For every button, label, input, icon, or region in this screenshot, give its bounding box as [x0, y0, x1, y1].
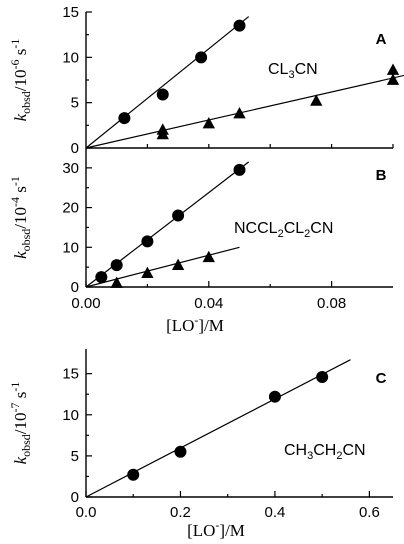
y-axis-title: kobsd/10-6 s-1 [8, 39, 33, 122]
panel-c: 0 5 10 15 0.0 0.2 0.4 0.6 C [62, 349, 393, 521]
y-tick-label: 10 [62, 407, 79, 424]
x-tick-label: 0.2 [170, 504, 191, 521]
fit-line-circle [85, 16, 250, 149]
panel-a: 0 5 10 15 A [62, 4, 404, 157]
y-tick-label: 10 [62, 49, 79, 66]
x-tick-label: 0.04 [194, 295, 223, 312]
data-point-triangle [386, 73, 400, 85]
data-point-circle [233, 163, 246, 176]
data-point-triangle [156, 123, 169, 135]
y-axis-title: kobsd/10-7 s-1 [8, 382, 33, 465]
x-axis-title: [LO-]/M [166, 313, 224, 335]
y-tick-label: 20 [62, 200, 79, 217]
y-tick-label: 15 [62, 366, 79, 383]
y-tick-label: 0 [71, 489, 79, 506]
data-point-triangle [233, 107, 246, 119]
y-tick-label: 0 [71, 140, 79, 157]
panel-letter: C [376, 370, 387, 387]
x-tick-label: 0.00 [71, 295, 100, 312]
y-tick-label: 5 [71, 95, 79, 112]
fit-line-circle [85, 359, 351, 498]
data-point-circle [141, 235, 154, 248]
data-point-circle [95, 271, 108, 284]
y-tick-label: 5 [71, 448, 79, 465]
y-tick-label: 0 [71, 279, 79, 296]
panel-b: 0 10 20 30 0.00 0.04 0.08 B [62, 148, 393, 312]
data-point-circle [174, 445, 187, 458]
data-point-circle [172, 209, 185, 222]
series-annotation: CL3CN [268, 61, 318, 81]
panel-letter: B [376, 167, 387, 184]
data-point-circle [110, 259, 123, 272]
data-point-triangle [110, 276, 123, 288]
fit-line-triangle [85, 246, 240, 288]
data-point-circle [268, 390, 281, 403]
series-annotation: NCCL2CL2CN [234, 220, 333, 240]
y-tick-label: 10 [62, 239, 79, 256]
x-tick-label: 0.6 [359, 504, 380, 521]
y-tick-label: 30 [62, 160, 79, 177]
y-axis-title: kobsd/10-4 s-1 [8, 176, 33, 259]
data-point-circle [127, 468, 140, 481]
data-point-triangle [171, 258, 185, 271]
panel-letter: A [376, 31, 387, 48]
fit-line-triangle [85, 74, 404, 149]
data-point-triangle [386, 63, 400, 75]
x-tick-label: 0.08 [317, 295, 346, 312]
x-tick-label: 0.0 [76, 504, 97, 521]
data-point-circle [118, 112, 131, 125]
x-tick-label: 0.4 [264, 504, 285, 521]
data-point-circle [195, 51, 208, 64]
data-point-circle [156, 88, 169, 101]
data-point-circle [233, 19, 246, 32]
fit-line-circle [85, 161, 250, 288]
series-annotation: CH3CH2CN [284, 442, 366, 462]
data-point-triangle [202, 117, 215, 129]
x-axis-title: [LO-]/M [187, 518, 245, 540]
data-point-triangle [310, 94, 323, 106]
y-tick-label: 15 [62, 4, 79, 21]
data-point-triangle [141, 266, 154, 278]
data-point-triangle [202, 250, 215, 263]
data-point-circle [316, 370, 329, 383]
